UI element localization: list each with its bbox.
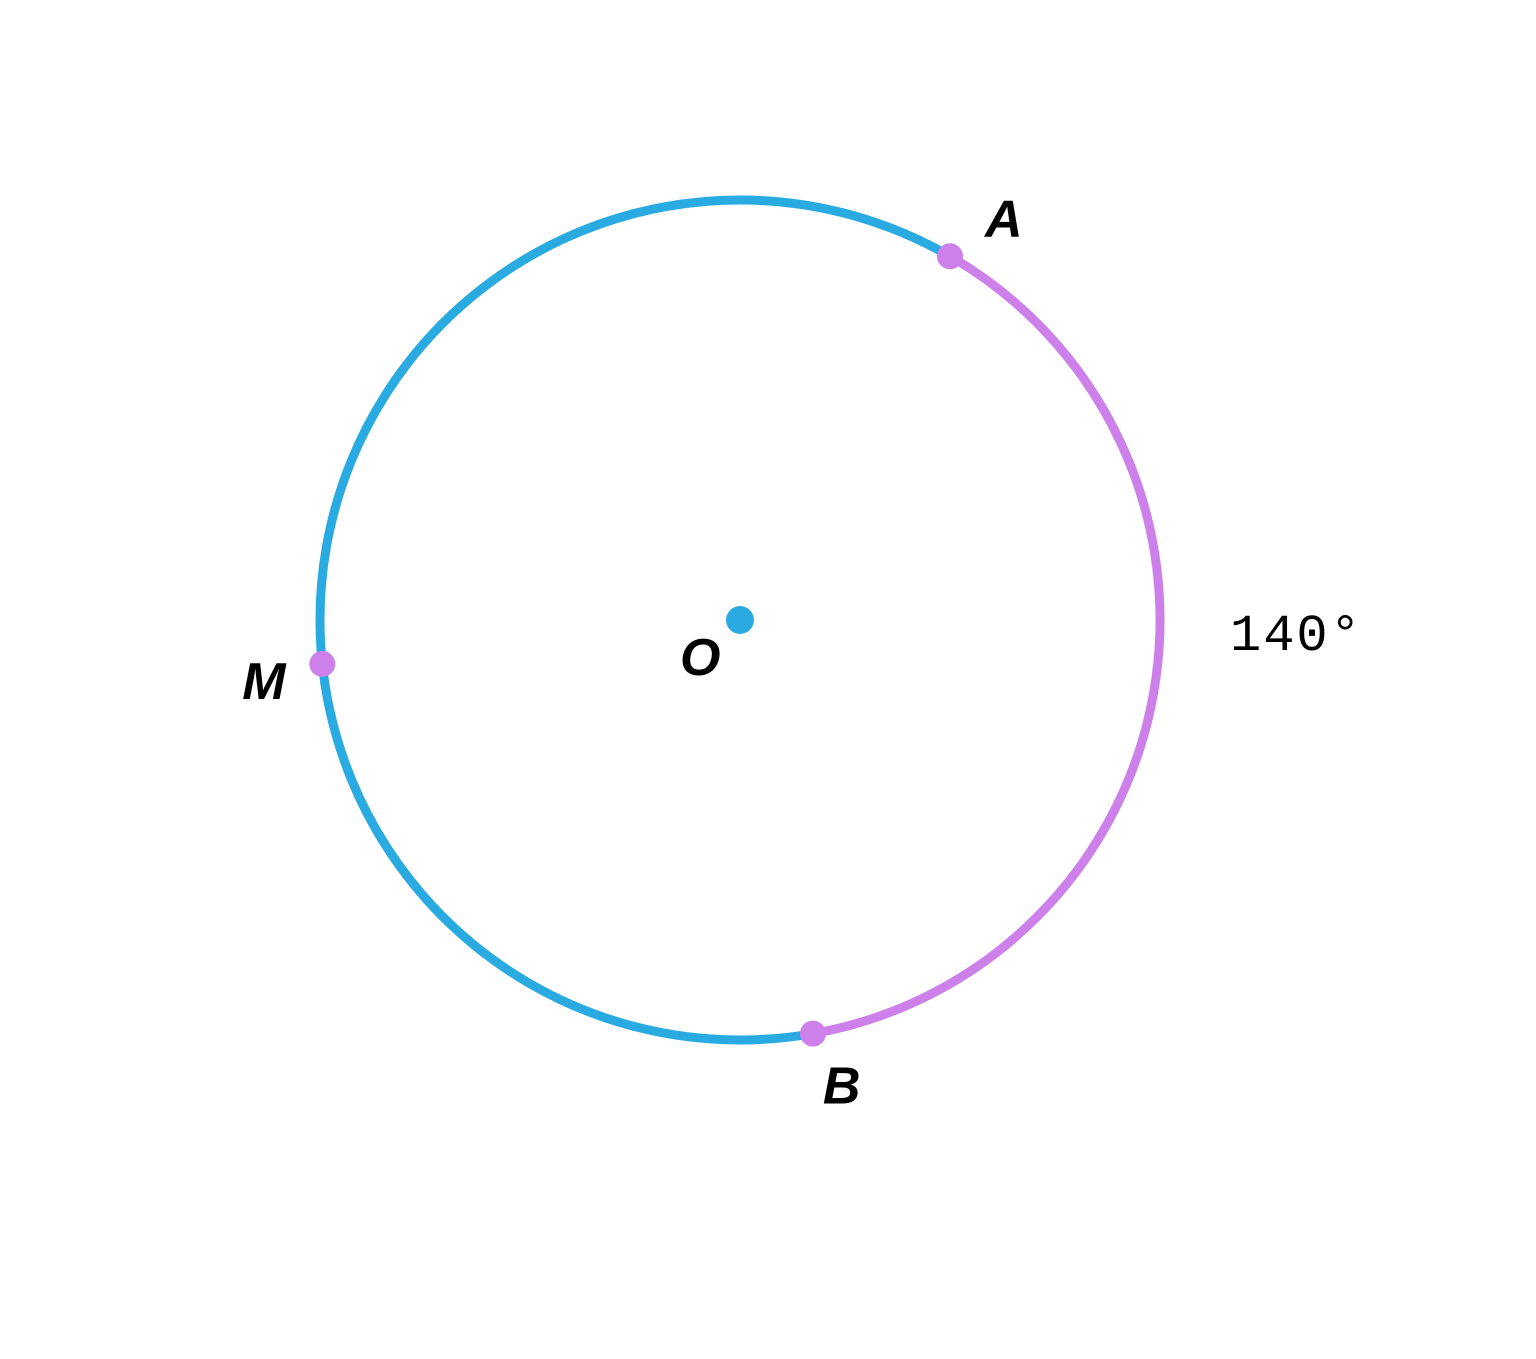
point-label-B: B [823,1058,861,1116]
center-label: O [680,629,720,687]
point-M [309,651,335,677]
point-B [800,1021,826,1047]
point-label-M: M [242,653,287,711]
point-label-A: A [983,190,1023,248]
center-point [726,606,754,634]
arc-angle-label: 140° [1230,607,1363,666]
point-A [937,243,963,269]
